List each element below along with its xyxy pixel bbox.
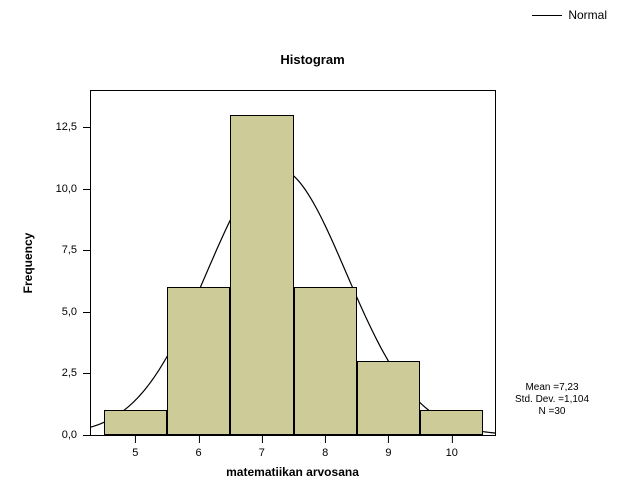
plot-area: 0,02,55,07,510,012,55678910 (90, 90, 496, 436)
x-tick: 9 (385, 435, 391, 459)
histogram-bar (420, 410, 483, 435)
x-tick: 7 (259, 435, 265, 459)
legend-line-swatch (532, 15, 562, 16)
x-tick: 10 (446, 435, 458, 459)
histogram-bar (230, 115, 293, 435)
y-tick: 0,0 (62, 429, 91, 441)
stats-box: Mean =7,23 Std. Dev. =1,104 N =30 (515, 382, 589, 418)
legend-label: Normal (568, 8, 607, 22)
x-tick: 6 (196, 435, 202, 459)
stats-mean: Mean =7,23 (515, 382, 589, 394)
chart-title: Histogram (0, 52, 625, 67)
histogram-bar (357, 361, 420, 435)
x-tick: 8 (322, 435, 328, 459)
chart-canvas: Normal Histogram 0,02,55,07,510,012,5567… (0, 0, 625, 500)
x-axis-label: matematiikan arvosana (226, 465, 359, 479)
histogram-bar (294, 287, 357, 435)
histogram-bar (104, 410, 167, 435)
histogram-bar (167, 287, 230, 435)
y-tick: 7,5 (62, 244, 91, 256)
y-tick: 2,5 (62, 367, 91, 379)
stats-n: N =30 (515, 406, 589, 418)
y-tick: 10,0 (56, 183, 91, 195)
x-tick: 5 (132, 435, 138, 459)
y-tick: 12,5 (56, 121, 91, 133)
y-tick: 5,0 (62, 306, 91, 318)
legend: Normal (532, 8, 607, 22)
stats-sd: Std. Dev. =1,104 (515, 394, 589, 406)
y-axis-label: Frequency (21, 232, 35, 293)
